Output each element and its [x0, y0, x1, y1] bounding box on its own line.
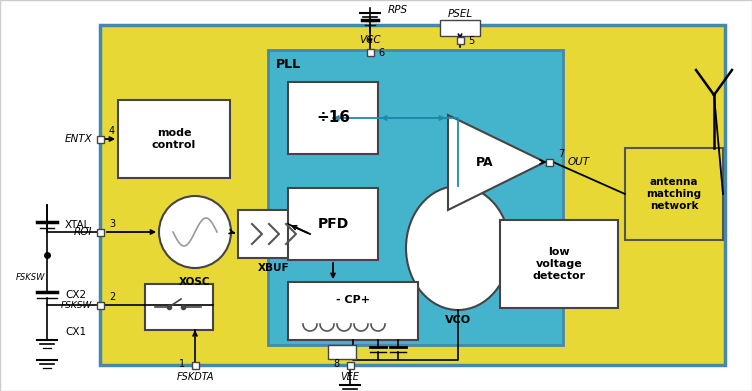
- Text: PFD: PFD: [317, 217, 349, 231]
- Text: ENTX: ENTX: [64, 134, 92, 144]
- Text: PA: PA: [476, 156, 494, 169]
- Text: RPS: RPS: [388, 5, 408, 15]
- Text: VCC: VCC: [359, 35, 381, 45]
- Polygon shape: [448, 115, 545, 210]
- Text: antenna
matching
network: antenna matching network: [647, 178, 702, 211]
- Text: - CP+: - CP+: [336, 295, 370, 305]
- Text: 8: 8: [334, 359, 340, 369]
- Text: 3: 3: [109, 219, 115, 229]
- Bar: [456, 36, 463, 43]
- Text: 7: 7: [558, 149, 564, 159]
- Ellipse shape: [406, 186, 510, 310]
- Text: 1: 1: [179, 359, 185, 369]
- Text: low
voltage
detector: low voltage detector: [532, 248, 586, 281]
- Bar: [288, 282, 418, 340]
- Text: XBUF: XBUF: [258, 263, 290, 273]
- Text: ROI: ROI: [74, 227, 92, 237]
- Text: CX1: CX1: [65, 327, 86, 337]
- Text: PLL: PLL: [276, 57, 301, 70]
- Bar: [192, 362, 199, 368]
- Bar: [545, 158, 553, 165]
- Bar: [500, 220, 618, 308]
- Bar: [625, 148, 723, 240]
- Bar: [238, 210, 310, 258]
- Text: ÷16: ÷16: [316, 111, 350, 126]
- Bar: [366, 48, 374, 56]
- Bar: [118, 100, 230, 178]
- Bar: [440, 20, 480, 36]
- Bar: [96, 301, 104, 308]
- Text: FSKDTA: FSKDTA: [176, 372, 214, 382]
- Bar: [328, 345, 356, 359]
- Text: XOSC: XOSC: [179, 277, 211, 287]
- Text: FSKSW: FSKSW: [61, 301, 92, 310]
- Text: PSEL: PSEL: [447, 9, 472, 19]
- Text: 6: 6: [378, 48, 384, 58]
- Text: 2: 2: [109, 292, 115, 302]
- Text: VEE: VEE: [341, 372, 359, 382]
- Bar: [96, 136, 104, 142]
- Bar: [268, 50, 563, 345]
- Bar: [96, 228, 104, 235]
- Text: 4: 4: [109, 126, 115, 136]
- Text: FSKSW: FSKSW: [16, 273, 45, 283]
- Text: 5: 5: [468, 36, 475, 46]
- Text: VCO: VCO: [445, 315, 471, 325]
- Bar: [347, 362, 353, 368]
- Circle shape: [159, 196, 231, 268]
- Bar: [288, 82, 378, 154]
- Bar: [288, 188, 378, 260]
- Text: CX2: CX2: [65, 290, 86, 300]
- Text: OUT: OUT: [568, 157, 590, 167]
- Bar: [145, 284, 213, 330]
- Text: XTAL: XTAL: [65, 220, 90, 230]
- Bar: [100, 25, 725, 365]
- Text: mode
control: mode control: [152, 128, 196, 150]
